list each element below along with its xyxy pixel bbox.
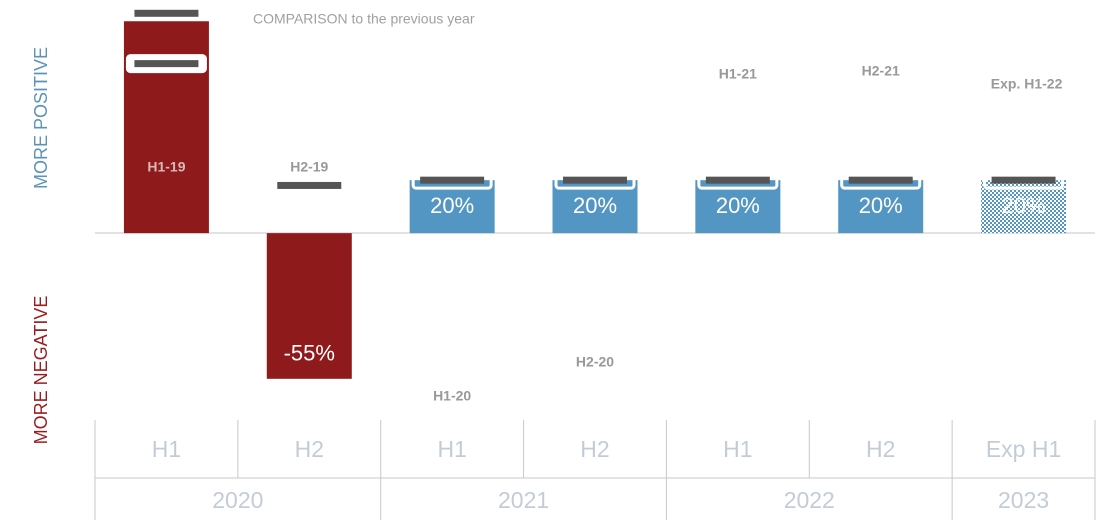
- annotation: H1-20: [433, 388, 471, 404]
- marker-frame: [983, 170, 1065, 190]
- group-label: 2023: [998, 487, 1049, 513]
- value-label: 20%: [859, 193, 903, 218]
- annotation: Exp. H1-22: [991, 76, 1063, 92]
- annotation: H2-19: [290, 159, 328, 175]
- comparison-marker: [420, 176, 485, 184]
- negative-label: MORE NEGATIVE: [31, 296, 51, 445]
- annotation: H2-20: [576, 354, 614, 370]
- value-label: 20%: [1002, 193, 1046, 218]
- value-label: 20%: [430, 193, 474, 218]
- group-label: 2022: [784, 487, 835, 513]
- x-tick-label: H1: [437, 436, 466, 462]
- group-label: 2021: [498, 487, 549, 513]
- comparison-marker: [134, 9, 199, 17]
- annotation: H1-21: [719, 66, 757, 82]
- marker-frame: [554, 170, 636, 190]
- value-label: -55%: [284, 341, 335, 366]
- x-tick-label: H2: [295, 436, 324, 462]
- positive-label: MORE POSITIVE: [31, 47, 51, 189]
- comparison-marker: [277, 181, 342, 189]
- x-tick-label: H1: [723, 436, 752, 462]
- x-tick-label: H2: [580, 436, 609, 462]
- comparison-marker: [848, 176, 913, 184]
- value-label: 20%: [716, 193, 760, 218]
- marker-frame: [411, 170, 493, 190]
- annotation: H1-19: [147, 159, 185, 175]
- marker-frame: [840, 170, 922, 190]
- x-tick-label: H1: [152, 436, 181, 462]
- annotation: H2-21: [862, 63, 900, 79]
- marker-frame: [697, 170, 779, 190]
- comparison-marker: [563, 176, 627, 184]
- x-tick-label: Exp H1: [986, 436, 1061, 462]
- comparison-marker: [705, 176, 770, 184]
- x-tick-label: H2: [866, 436, 895, 462]
- comparison-marker: [991, 176, 1056, 184]
- value-label: 20%: [573, 193, 617, 218]
- group-label: 2020: [212, 487, 263, 513]
- comparison-marker: [134, 60, 199, 68]
- chart-title: COMPARISON to the previous year: [253, 11, 475, 27]
- bar: [266, 233, 352, 379]
- bar: [123, 21, 209, 234]
